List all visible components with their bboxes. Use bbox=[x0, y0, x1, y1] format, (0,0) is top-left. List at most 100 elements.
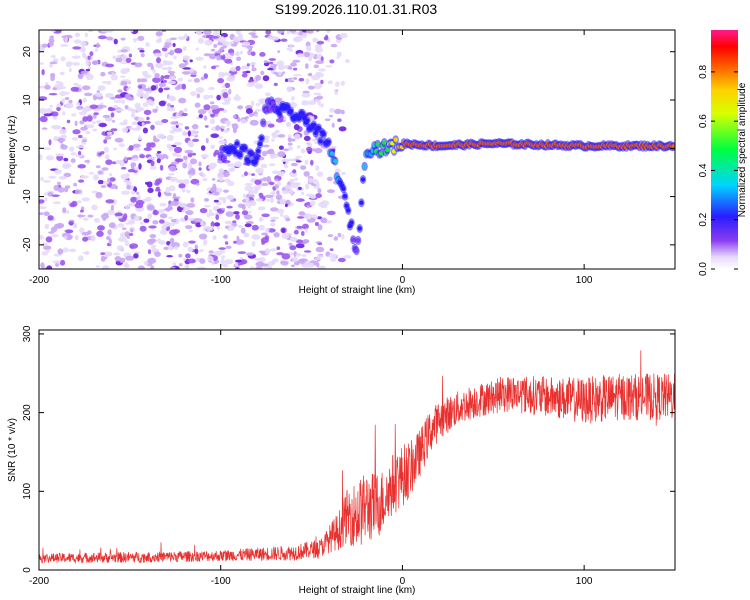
spectrogram-speckle bbox=[258, 257, 266, 263]
spectrogram-speckle bbox=[102, 114, 111, 118]
spectrogram-speckle bbox=[89, 104, 99, 110]
spectrogram-speckle bbox=[41, 43, 48, 48]
spectrogram-speckle bbox=[71, 55, 81, 59]
spectrogram-speckle bbox=[111, 72, 115, 77]
spectrogram-speckle bbox=[306, 262, 315, 268]
spectrogram-speckle bbox=[122, 127, 129, 133]
spectrogram-speckle bbox=[182, 46, 187, 51]
spectrogram-speckle bbox=[59, 128, 67, 135]
spectrogram-speckle bbox=[245, 70, 251, 74]
spectrogram-speckle bbox=[188, 129, 198, 137]
spectrogram-speckle bbox=[330, 258, 337, 262]
spectrogram-speckle bbox=[287, 137, 292, 143]
spectrogram-speckle bbox=[131, 190, 136, 195]
spectrogram-speckle bbox=[269, 61, 274, 65]
spectrogram-speckle bbox=[44, 223, 50, 229]
spectrogram-speckle bbox=[203, 30, 212, 36]
ridge-point bbox=[305, 118, 310, 123]
spectrogram-speckle bbox=[110, 128, 118, 132]
snr-ticks: -200 -100 0 100 0 100 200 300 bbox=[22, 325, 675, 587]
ridge-point bbox=[221, 155, 227, 161]
spectrogram-speckle bbox=[241, 41, 251, 47]
spectrogram-speckle bbox=[216, 201, 222, 206]
spectrogram-speckle bbox=[203, 104, 211, 111]
spectrogram-speckle bbox=[137, 265, 145, 269]
spectrogram-speckle bbox=[110, 204, 114, 211]
spectrogram-speckle bbox=[146, 116, 150, 121]
spectrogram-speckle bbox=[305, 183, 310, 190]
spectrogram-speckle bbox=[260, 163, 268, 169]
spectrogram-speckle bbox=[204, 39, 213, 46]
spectrogram-speckle bbox=[87, 66, 92, 70]
spectrogram-speckle bbox=[169, 237, 175, 244]
spectrogram-speckle bbox=[315, 193, 322, 199]
spectrogram-speckle bbox=[263, 62, 270, 67]
spectrogram-speckle bbox=[150, 160, 155, 167]
spectrogram-speckle bbox=[51, 194, 60, 197]
spectrogram-speckle bbox=[182, 55, 191, 61]
spectrogram-speckle bbox=[95, 165, 101, 169]
spectrogram-speckle bbox=[82, 217, 89, 221]
spectrogram-speckle bbox=[264, 194, 274, 198]
spectrogram-speckle bbox=[164, 52, 169, 58]
spectrogram-speckle bbox=[258, 224, 265, 231]
spectrogram-speckle bbox=[307, 142, 313, 148]
spectrogram-speckle bbox=[197, 37, 205, 44]
x-tick-label: -100 bbox=[211, 275, 231, 286]
spectrogram-speckle bbox=[296, 216, 305, 219]
spectrogram-speckle bbox=[70, 158, 76, 163]
spectrogram-speckle bbox=[105, 159, 113, 165]
spectrogram-speckle bbox=[187, 258, 196, 264]
x-tick-label: -100 bbox=[211, 576, 231, 587]
spectrogram-speckle bbox=[257, 206, 266, 211]
spectrogram-speckle bbox=[243, 214, 253, 220]
spectrogram-speckle bbox=[243, 232, 250, 238]
spectrogram-speckle bbox=[170, 219, 177, 223]
spectrogram-speckle bbox=[82, 52, 86, 59]
spectrogram-speckle bbox=[277, 181, 281, 186]
spectrogram-speckle bbox=[238, 33, 243, 39]
spectrogram-speckle bbox=[315, 44, 322, 50]
spectrogram-speckle bbox=[109, 177, 116, 182]
spectrogram-speckle bbox=[292, 37, 302, 43]
spectrogram-speckle bbox=[174, 127, 183, 133]
spectrogram-speckle bbox=[65, 229, 74, 234]
spectrogram-speckle bbox=[173, 146, 183, 154]
spectrogram-speckle bbox=[113, 147, 118, 151]
colorbar-tick-label: 0.6 bbox=[698, 114, 709, 128]
spectrogram-speckle bbox=[44, 84, 51, 90]
spectrogram-speckle bbox=[156, 57, 161, 64]
spectrogram-speckle bbox=[103, 146, 109, 153]
spectrogram-speckle bbox=[302, 32, 307, 39]
spectrogram-speckle bbox=[50, 234, 59, 238]
spectrogram-speckle bbox=[275, 118, 284, 123]
spectrogram-speckle bbox=[62, 162, 71, 169]
spectrogram-speckle bbox=[179, 203, 189, 208]
colorbar-ticks: 0.0 0.2 0.4 0.6 0.8 bbox=[698, 64, 738, 276]
spectrogram-speckle bbox=[80, 209, 84, 213]
spectrogram-speckle bbox=[50, 55, 56, 58]
spectrogram-speckle bbox=[292, 77, 298, 80]
spectrogram-speckle bbox=[234, 261, 239, 267]
spectrogram-speckle bbox=[140, 53, 145, 58]
spectrogram-speckle bbox=[166, 105, 173, 112]
spectrogram-speckle bbox=[183, 207, 190, 211]
spectrogram-speckle bbox=[65, 210, 70, 214]
spectrogram-speckle bbox=[163, 246, 169, 251]
spectrogram-speckle bbox=[105, 63, 115, 68]
spectrogram-speckle bbox=[216, 55, 221, 61]
spectrogram-speckle bbox=[157, 209, 165, 213]
spectrogram-speckle bbox=[126, 184, 131, 190]
spectrogram-speckle bbox=[130, 108, 137, 114]
spectrogram-speckle bbox=[48, 139, 52, 146]
spectrogram-speckle bbox=[124, 231, 131, 238]
spectrogram-speckle bbox=[113, 99, 123, 103]
spectrogram-speckle bbox=[97, 170, 103, 175]
spectrogram-speckle bbox=[183, 257, 187, 261]
snr-panel: -200 -100 0 100 0 100 200 300 Height of straigh… bbox=[7, 325, 676, 596]
spectrogram-frame bbox=[38, 29, 676, 270]
ridge-point bbox=[357, 226, 362, 231]
spectrogram-speckle bbox=[184, 159, 188, 164]
spectrogram-speckle bbox=[113, 38, 118, 45]
spectrogram-speckle bbox=[210, 133, 219, 138]
